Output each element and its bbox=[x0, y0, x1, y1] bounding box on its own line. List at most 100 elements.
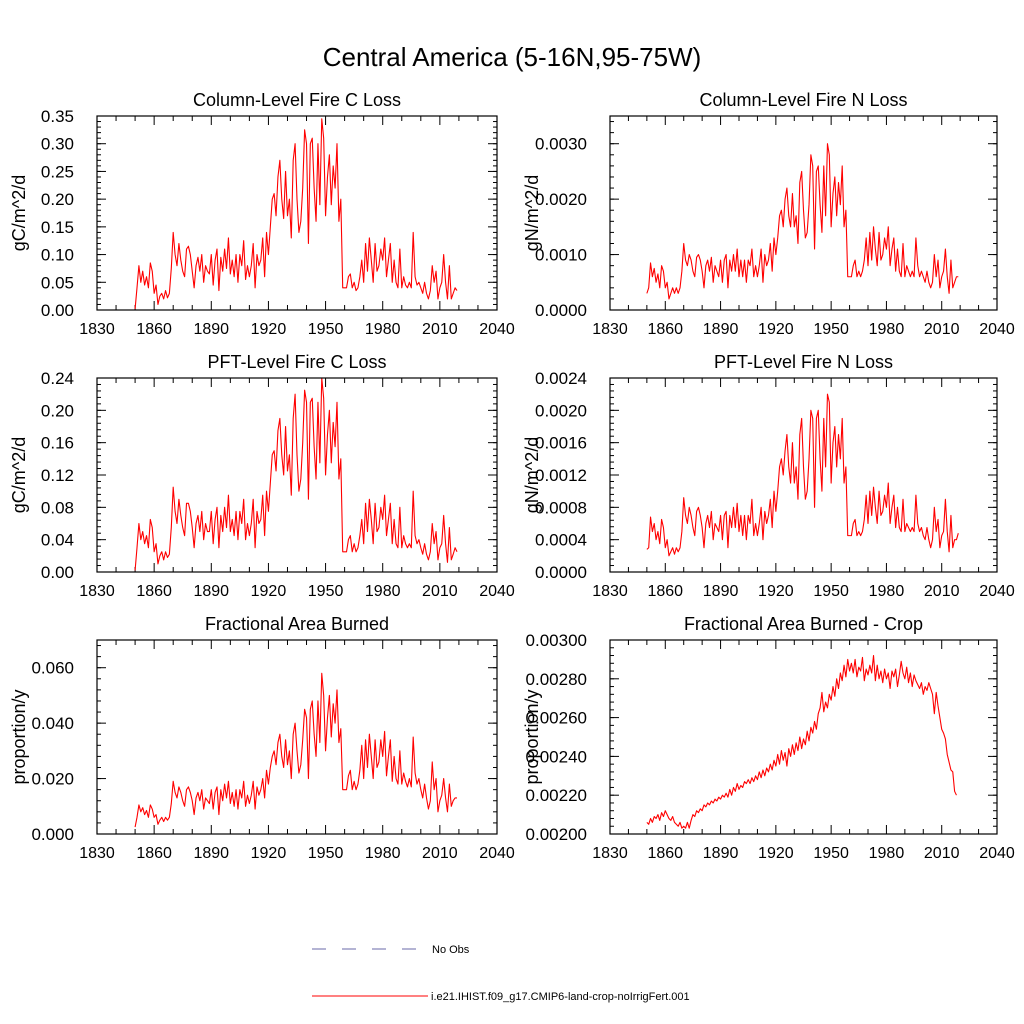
y-tick-label: 0.35 bbox=[41, 107, 74, 126]
y-axis-label: gN/m^2/d bbox=[522, 437, 542, 513]
x-tick-label: 1980 bbox=[869, 845, 905, 862]
y-tick-label: 0.00240 bbox=[526, 747, 587, 766]
y-tick-label: 0.0000 bbox=[535, 563, 587, 582]
x-tick-label: 1950 bbox=[308, 583, 344, 600]
panel-title: Column-Level Fire N Loss bbox=[699, 90, 907, 110]
x-tick-label: 2040 bbox=[979, 583, 1015, 600]
y-axis-label: gC/m^2/d bbox=[9, 437, 29, 513]
x-tick-label: 1950 bbox=[308, 845, 344, 862]
legend-model-label: i.e21.IHIST.f09_g17.CMIP6-land-crop-noIr… bbox=[431, 991, 690, 1003]
series-line bbox=[134, 377, 458, 571]
x-tick-label: 1980 bbox=[869, 321, 905, 338]
y-tick-label: 0.0008 bbox=[535, 498, 587, 517]
y-tick-label: 0.040 bbox=[31, 714, 74, 733]
x-tick-label: 1920 bbox=[758, 583, 794, 600]
y-axis-label: gN/m^2/d bbox=[522, 175, 542, 251]
x-tick-label: 2010 bbox=[422, 321, 458, 338]
x-tick-label: 2040 bbox=[979, 845, 1015, 862]
x-tick-label: 1860 bbox=[136, 845, 172, 862]
plot-frame bbox=[96, 639, 498, 835]
x-tick-label: 1890 bbox=[703, 321, 739, 338]
chart-panel-pft-c: PFT-Level Fire C Loss gC/m^2/d 1830 1860 189… bbox=[9, 352, 515, 600]
chart-panel-pft-n: PFT-Level Fire N Loss gN/m^2/d 1830 1860 189… bbox=[522, 352, 1015, 600]
x-tick-label: 2040 bbox=[479, 321, 515, 338]
plot-frame bbox=[609, 115, 998, 311]
x-tick-label: 2010 bbox=[422, 845, 458, 862]
y-tick-label: 0.0004 bbox=[535, 531, 587, 550]
y-tick-label: 0.15 bbox=[41, 218, 74, 237]
y-tick-label: 0.000 bbox=[31, 825, 74, 844]
plot-frame bbox=[96, 377, 498, 573]
y-tick-label: 0.00300 bbox=[526, 631, 587, 650]
y-tick-label: 0.24 bbox=[41, 369, 74, 388]
chart-panel-col-c: Column-Level Fire C Loss gC/m^2/d 1830 1860… bbox=[9, 90, 515, 338]
x-tick-label: 1860 bbox=[647, 583, 683, 600]
x-tick-label: 1890 bbox=[703, 845, 739, 862]
x-tick-label: 2040 bbox=[479, 583, 515, 600]
x-tick-label: 1950 bbox=[813, 845, 849, 862]
figure-title: Central America (5-16N,95-75W) bbox=[323, 42, 702, 72]
series-line bbox=[134, 672, 457, 828]
x-tick-label: 1860 bbox=[647, 321, 683, 338]
x-tick-label: 1920 bbox=[251, 845, 287, 862]
x-tick-label: 1860 bbox=[136, 321, 172, 338]
y-tick-label: 0.0020 bbox=[535, 190, 587, 209]
panel-title: Fractional Area Burned - Crop bbox=[684, 614, 923, 634]
chart-panel-farea: Fractional Area Burned proportion/y 1830 18… bbox=[9, 614, 515, 862]
x-tick-label: 2040 bbox=[479, 845, 515, 862]
y-tick-label: 0.0030 bbox=[535, 135, 587, 154]
y-axis-label: proportion/y bbox=[9, 689, 29, 784]
x-tick-label: 1860 bbox=[647, 845, 683, 862]
y-tick-label: 0.20 bbox=[41, 401, 74, 420]
x-tick-label: 1830 bbox=[592, 583, 628, 600]
x-tick-label: 1980 bbox=[365, 321, 401, 338]
y-tick-label: 0.0012 bbox=[535, 466, 587, 485]
y-axis-label: gC/m^2/d bbox=[9, 175, 29, 251]
y-tick-label: 0.0024 bbox=[535, 369, 587, 388]
y-tick-label: 0.020 bbox=[31, 770, 74, 789]
chart-panel-farea-crop: Fractional Area Burned - Crop proportion/… bbox=[522, 614, 1015, 862]
x-tick-label: 1890 bbox=[193, 845, 229, 862]
y-tick-label: 0.10 bbox=[41, 246, 74, 265]
y-tick-label: 0.00220 bbox=[526, 786, 587, 805]
y-tick-label: 0.00200 bbox=[526, 825, 587, 844]
x-tick-label: 1830 bbox=[79, 583, 115, 600]
x-tick-label: 1830 bbox=[592, 321, 628, 338]
y-tick-label: 0.30 bbox=[41, 135, 74, 154]
legend-obs-label: No Obs bbox=[432, 944, 470, 956]
x-tick-label: 2010 bbox=[924, 321, 960, 338]
y-tick-label: 0.05 bbox=[41, 273, 74, 292]
x-tick-label: 1830 bbox=[592, 845, 628, 862]
series-line bbox=[646, 393, 959, 557]
x-tick-label: 1920 bbox=[758, 321, 794, 338]
legend: No Obs i.e21.IHIST.f09_g17.CMIP6-land-cr… bbox=[312, 944, 690, 1003]
x-tick-label: 1890 bbox=[193, 583, 229, 600]
x-tick-label: 1920 bbox=[251, 321, 287, 338]
panel-title: PFT-Level Fire C Loss bbox=[207, 352, 386, 372]
panel-title: Fractional Area Burned bbox=[205, 614, 389, 634]
y-tick-label: 0.0000 bbox=[535, 301, 587, 320]
y-tick-label: 0.00280 bbox=[526, 670, 587, 689]
x-tick-label: 1830 bbox=[79, 845, 115, 862]
y-tick-label: 0.16 bbox=[41, 434, 74, 453]
y-tick-label: 0.0016 bbox=[535, 434, 587, 453]
y-tick-label: 0.0010 bbox=[535, 246, 587, 265]
x-tick-label: 1980 bbox=[869, 583, 905, 600]
x-tick-label: 1920 bbox=[758, 845, 794, 862]
panel-title: PFT-Level Fire N Loss bbox=[714, 352, 893, 372]
series-line bbox=[646, 143, 959, 300]
y-tick-label: 0.20 bbox=[41, 190, 74, 209]
y-tick-label: 0.00 bbox=[41, 563, 74, 582]
x-tick-label: 1890 bbox=[193, 321, 229, 338]
y-tick-label: 0.04 bbox=[41, 531, 74, 550]
x-tick-label: 2010 bbox=[924, 845, 960, 862]
y-tick-label: 0.00 bbox=[41, 301, 74, 320]
x-tick-label: 1980 bbox=[365, 845, 401, 862]
x-tick-label: 1950 bbox=[813, 583, 849, 600]
y-tick-label: 0.060 bbox=[31, 659, 74, 678]
chart-panel-col-n: Column-Level Fire N Loss gN/m^2/d 1830 1860… bbox=[522, 90, 1015, 338]
y-tick-label: 0.12 bbox=[41, 466, 74, 485]
plot-frame bbox=[609, 639, 998, 835]
y-tick-label: 0.00260 bbox=[526, 709, 587, 728]
